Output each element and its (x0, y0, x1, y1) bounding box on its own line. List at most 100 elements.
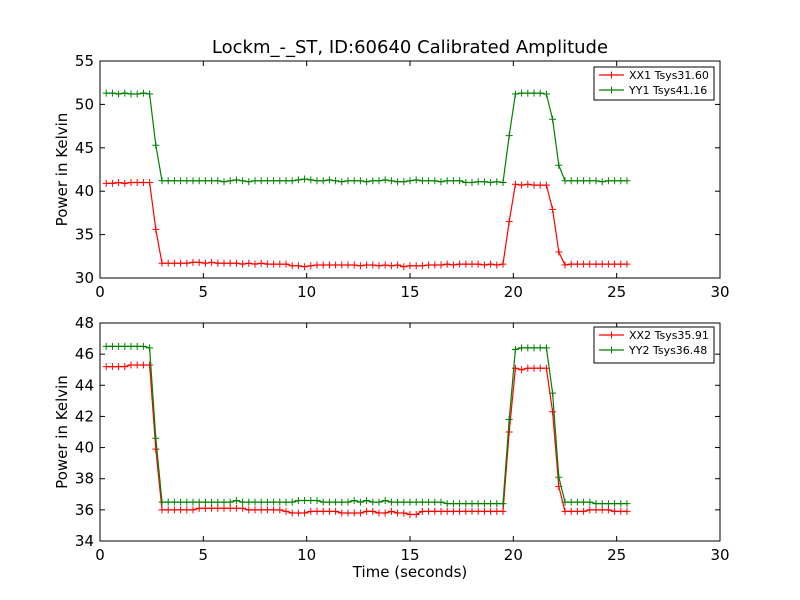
data-point (127, 179, 135, 186)
data-point (201, 504, 209, 512)
data-point (524, 344, 532, 352)
x-tick-label: 5 (199, 546, 209, 564)
data-point (431, 261, 439, 269)
data-point (549, 408, 557, 416)
legend-label: YY1 Tsys41.16 (628, 84, 707, 97)
data-point (189, 506, 197, 514)
data-point (598, 506, 606, 514)
data-point (177, 177, 185, 185)
data-point (493, 178, 501, 186)
legend-label: YY2 Tsys36.48 (628, 344, 707, 357)
data-point (127, 342, 135, 350)
y-tick-label: 48 (75, 314, 94, 332)
data-point (381, 497, 389, 504)
data-point (468, 260, 476, 268)
data-point (567, 177, 575, 185)
data-point (474, 500, 482, 508)
data-point (270, 260, 278, 268)
data-point (288, 509, 296, 517)
data-point (592, 500, 600, 508)
data-point (623, 260, 631, 268)
legend-entry: YY2 Tsys36.48 (599, 344, 707, 357)
data-point (487, 179, 495, 186)
data-point (146, 344, 154, 352)
data-point (115, 179, 123, 186)
data-point (611, 507, 619, 515)
data-point (586, 506, 594, 514)
data-point (363, 178, 371, 186)
series-1 (102, 361, 631, 518)
data-point (586, 260, 594, 268)
legend-box (593, 66, 715, 101)
data-point (400, 178, 408, 186)
data-point (232, 497, 240, 504)
data-point (139, 179, 147, 186)
data-point (282, 498, 290, 506)
data-point (251, 506, 259, 514)
data-point (183, 259, 191, 267)
data-point (549, 115, 557, 123)
data-point (263, 260, 271, 268)
data-point (437, 507, 445, 515)
data-point (356, 262, 364, 270)
data-point (164, 498, 172, 506)
data-point (524, 364, 532, 372)
data-point (418, 507, 426, 515)
data-point (505, 132, 513, 140)
y-tick-label: 36 (75, 501, 94, 519)
data-point (332, 177, 340, 185)
data-point (567, 498, 575, 506)
data-point (555, 248, 563, 256)
bottom-panel: 0 5 10 15 20 25 30 34 36 38 40 42 44 46 48 Power in Kel… (53, 314, 730, 564)
data-point (239, 177, 247, 185)
data-point (586, 498, 594, 506)
data-point (604, 177, 612, 185)
data-point (387, 507, 395, 515)
data-point (276, 260, 284, 268)
y-tick-label: 42 (75, 407, 94, 425)
data-point (617, 500, 625, 508)
data-point (511, 364, 519, 372)
x-tick-label: 10 (297, 283, 316, 301)
data-point (443, 500, 451, 508)
data-point (282, 177, 290, 185)
x-tick-label: 15 (400, 546, 419, 564)
data-point (505, 428, 513, 436)
data-point (133, 179, 141, 186)
data-point (592, 177, 600, 185)
data-point (480, 261, 488, 269)
data-point (406, 498, 414, 506)
data-point (102, 342, 110, 350)
data-point (276, 506, 284, 514)
data-point (301, 175, 309, 183)
data-point (536, 181, 544, 189)
legend-swatch-marker (608, 346, 615, 354)
data-point (487, 260, 495, 268)
x-tick-label: 20 (504, 283, 523, 301)
data-point (598, 500, 606, 508)
data-point (400, 498, 408, 506)
data-point (239, 498, 247, 506)
data-point (425, 498, 433, 506)
data-point (195, 504, 203, 512)
data-point (288, 177, 296, 185)
data-point (350, 261, 358, 269)
data-point (369, 507, 377, 515)
data-point (536, 364, 544, 372)
y-tick-label: 34 (75, 532, 94, 550)
data-point (443, 507, 451, 515)
data-point (146, 361, 154, 369)
data-point (375, 509, 383, 517)
data-point (164, 506, 172, 514)
data-point (350, 177, 358, 185)
data-point (573, 498, 581, 506)
data-point (245, 506, 253, 514)
data-point (431, 177, 439, 185)
series-1 (102, 179, 631, 271)
data-point (437, 178, 445, 186)
data-point (139, 342, 147, 350)
data-point (313, 177, 321, 185)
data-point (338, 261, 346, 269)
data-point (499, 260, 507, 268)
